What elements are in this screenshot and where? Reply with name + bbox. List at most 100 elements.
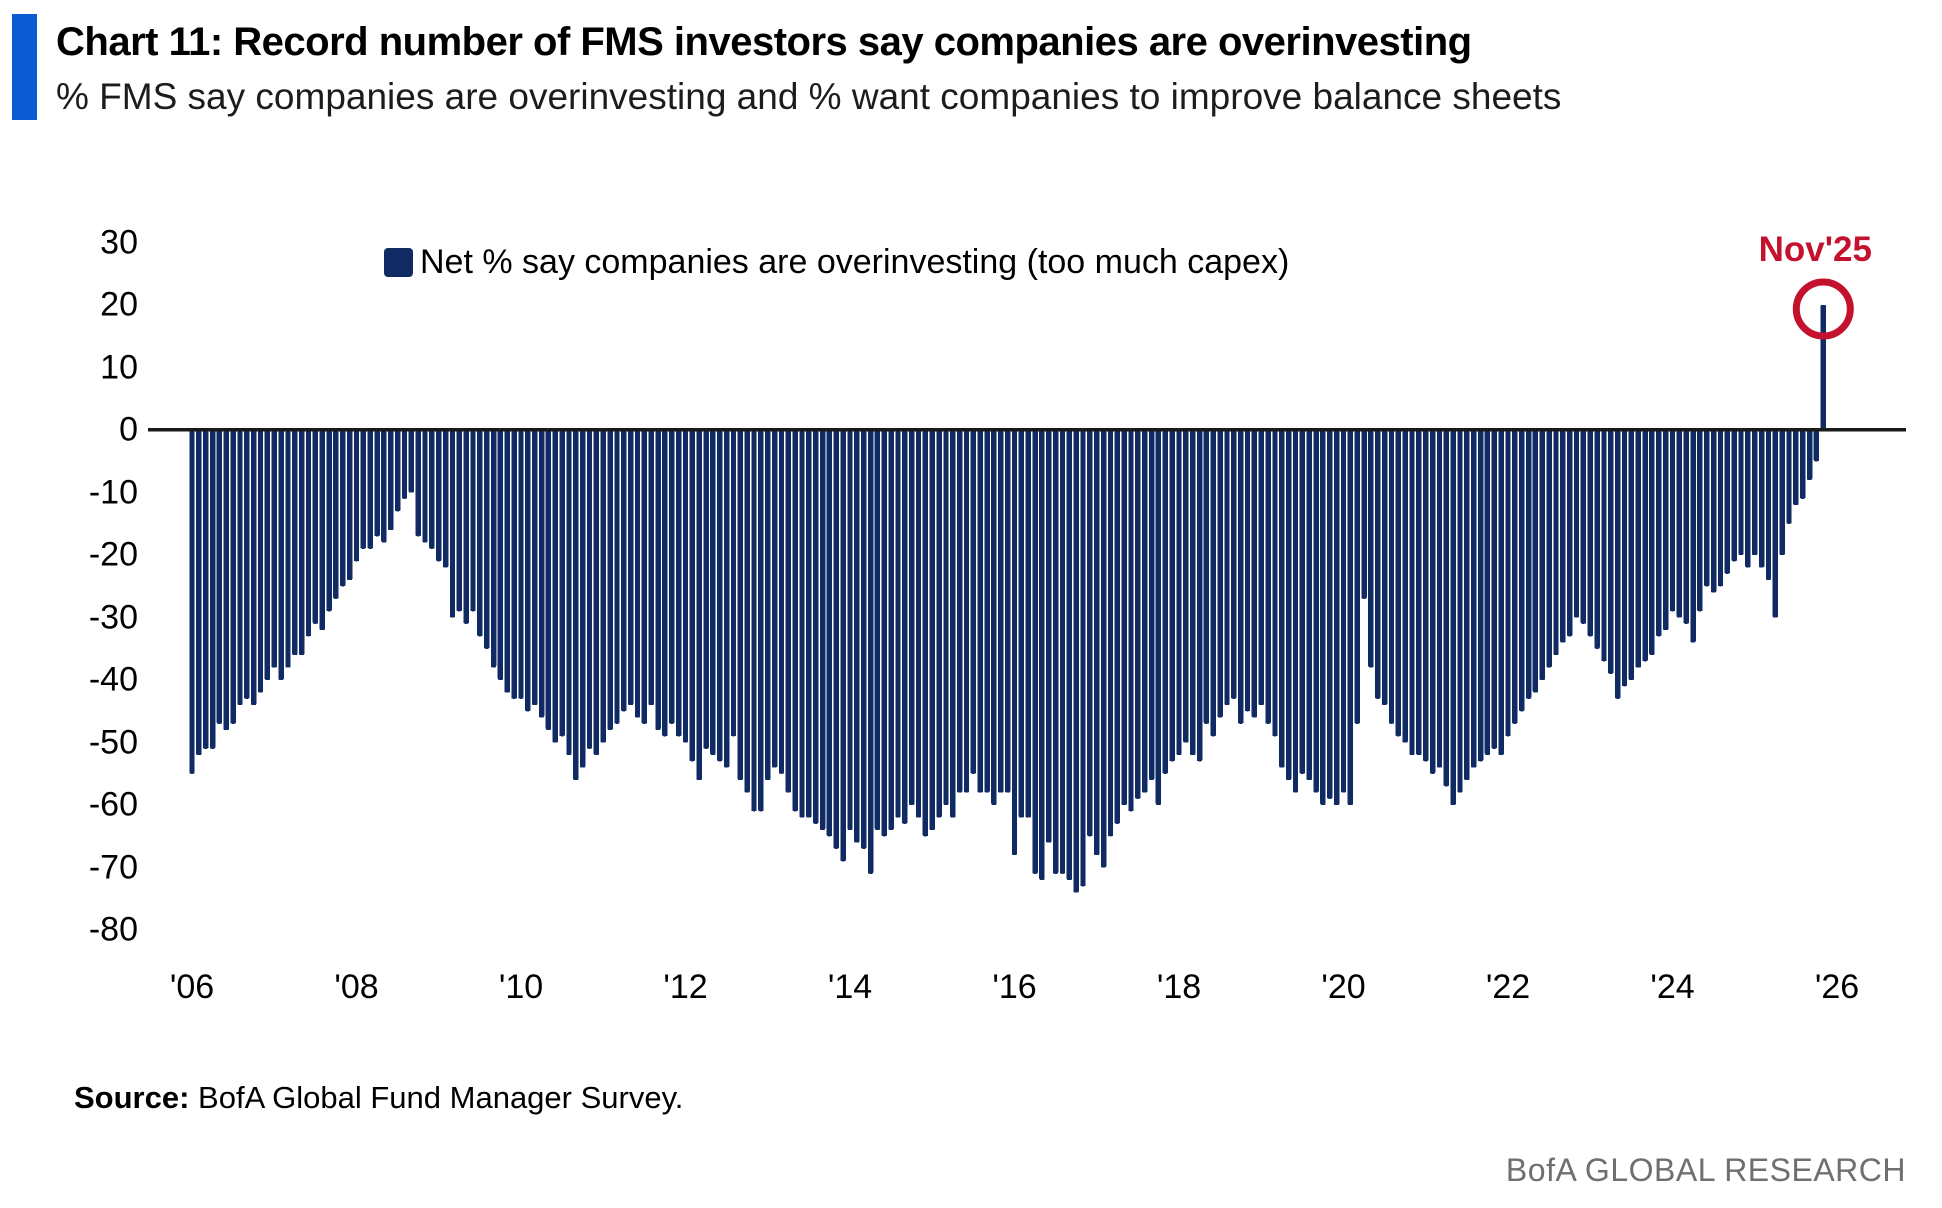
bar [1409,430,1415,755]
bar [1025,430,1031,818]
bar [826,430,833,837]
bar [607,430,613,730]
bar [765,430,771,780]
bar [662,430,668,737]
bar [415,430,421,537]
bar [1142,430,1148,793]
bar [1251,430,1258,718]
bar [1697,430,1703,612]
bar [1224,430,1230,705]
bar [1347,430,1354,805]
y-tick-label: 20 [100,285,138,324]
bar [1299,430,1306,774]
bar [1621,430,1628,687]
bar [970,430,977,774]
bar [408,430,415,493]
legend: Net % say companies are overinvesting (t… [384,243,1289,282]
bar [1402,430,1408,743]
bar [1285,430,1292,780]
bar [381,430,387,543]
bar [1306,430,1312,780]
bar [806,430,812,818]
bar [257,430,264,693]
bar [1525,430,1532,699]
bar [1052,430,1059,874]
bar [1793,430,1799,505]
bar [1450,430,1456,805]
bar [1162,430,1168,774]
bar [573,430,579,780]
bar [998,430,1004,793]
bar [977,430,983,793]
bar [1155,430,1162,805]
bar [1800,430,1806,499]
bar [1443,430,1450,787]
bar [922,430,929,837]
bar [1587,430,1593,637]
bar [1094,430,1100,855]
bar [854,430,860,843]
bar [312,430,319,624]
bar [682,430,689,743]
bar [189,430,195,774]
bar [1457,430,1463,793]
bar [655,430,661,730]
highlight-circle-icon [1792,278,1854,340]
bar [1594,430,1600,649]
legend-label: Net % say companies are overinvesting (t… [420,243,1290,281]
bar [1231,430,1237,699]
bar [1786,430,1792,524]
bar [1656,430,1662,637]
bar [1731,430,1737,562]
bar [264,430,271,680]
bar [771,430,778,768]
bar [319,430,325,630]
bar [1573,430,1580,618]
bar [737,430,744,780]
bar [518,430,524,699]
bar [675,430,682,737]
bar [388,430,394,530]
bar [1546,430,1552,668]
bar [1806,430,1813,480]
bar [1484,430,1491,755]
bar [1100,430,1107,868]
bar [1087,430,1093,837]
bar [813,430,819,824]
bar [298,430,305,655]
bar [497,430,504,680]
bar [360,430,367,549]
bar [305,430,312,637]
bar [1628,430,1635,680]
bar [209,430,216,749]
bar [730,430,737,737]
x-tick-label: '22 [1485,968,1531,1006]
bar [244,430,250,699]
bar [525,430,531,712]
bar [1560,430,1566,643]
bar [1539,430,1545,680]
y-tick-label: -70 [88,848,138,886]
bar [1354,430,1360,724]
bar [1169,430,1175,762]
bar [1039,430,1045,880]
bar [1724,430,1731,574]
bar [840,430,846,862]
x-tick-label: '14 [827,968,873,1006]
bar [367,430,373,549]
bar [490,430,497,668]
x-tick-label: '10 [498,968,544,1006]
bar [532,430,538,705]
bar [1416,430,1422,755]
bar [1566,430,1573,637]
bar [1265,430,1271,724]
legend-swatch-icon [384,248,413,277]
bar [1011,430,1018,855]
bar [1635,430,1641,668]
bar [929,430,935,830]
bar [1128,430,1134,812]
bar [648,430,654,705]
bar [504,430,510,693]
chart-subtitle: % FMS say companies are overinvesting an… [56,76,1562,117]
